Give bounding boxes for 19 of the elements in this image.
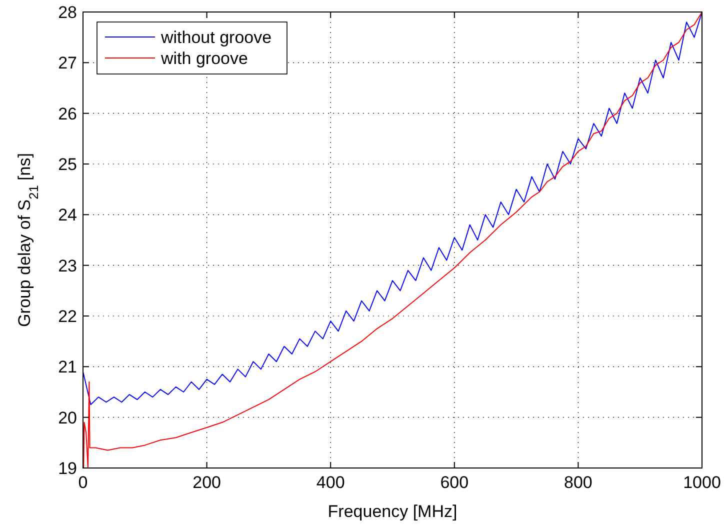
y-tick-label: 21 bbox=[58, 358, 77, 377]
legend-label: with groove bbox=[160, 48, 248, 68]
legend-label: without groove bbox=[160, 28, 272, 47]
y-tick-label: 26 bbox=[58, 104, 77, 124]
y-tick-label: 24 bbox=[58, 206, 77, 225]
y-tick-label: 19 bbox=[58, 458, 77, 478]
x-tick-label: 0 bbox=[78, 473, 88, 492]
y-tick-label: 27 bbox=[58, 54, 77, 73]
y-tick-label: 28 bbox=[58, 2, 77, 22]
x-axis-title: Frequency [MHz] bbox=[328, 502, 458, 521]
x-tick-label: 600 bbox=[440, 473, 469, 492]
y-tick-label: 22 bbox=[58, 306, 77, 326]
y-tick-label: 23 bbox=[58, 256, 77, 276]
x-tick-label: 200 bbox=[192, 473, 221, 492]
y-tick-label: 20 bbox=[58, 408, 77, 428]
x-tick-label: 1000 bbox=[683, 473, 721, 492]
y-tick-label: 25 bbox=[58, 154, 77, 174]
x-tick-label: 400 bbox=[316, 473, 345, 492]
x-tick-label: 800 bbox=[564, 473, 592, 492]
